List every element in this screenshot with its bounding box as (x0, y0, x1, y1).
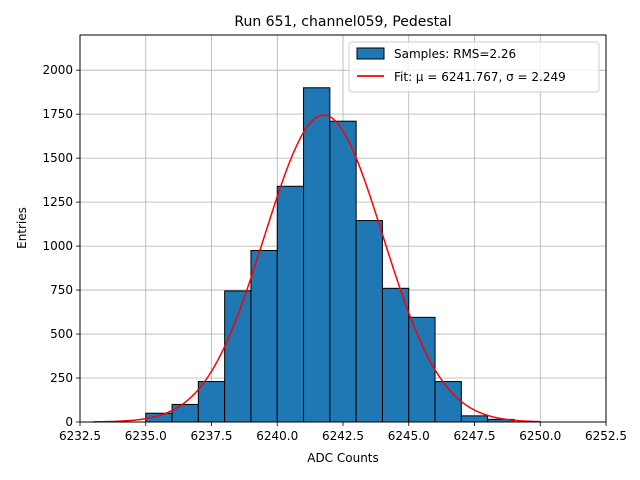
legend-box (348, 41, 600, 93)
x-tick-label: 6250.0 (519, 429, 561, 443)
y-tick-label: 1500 (42, 151, 73, 165)
legend-swatch-histogram (356, 47, 385, 60)
x-tick-label: 6242.5 (322, 429, 364, 443)
y-tick-label: 1750 (42, 107, 73, 121)
y-tick-label: 250 (50, 371, 73, 385)
histogram-bar (197, 381, 226, 423)
y-tick-label: 500 (50, 327, 73, 341)
x-axis-ticks: 6232.5 6235.0 6237.5 6240.0 6242.5 6245.0 6247… (59, 422, 627, 443)
y-tick-label: 1000 (42, 239, 73, 253)
x-tick-label: 6237.5 (191, 429, 233, 443)
histogram-bar (276, 185, 305, 423)
histogram-bar (460, 415, 489, 423)
x-tick-label: 6235.0 (125, 429, 167, 443)
x-tick-label: 6252.5 (585, 429, 627, 443)
fit-curve (93, 114, 541, 423)
legend-label-fit: Fit: μ = 6241.767, σ = 2.249 (394, 70, 566, 84)
y-axis-label: Entries (15, 207, 29, 249)
legend: Samples: RMS=2.26 Fit: μ = 6241.767, σ =… (348, 41, 600, 93)
histogram-bar (355, 220, 383, 423)
x-axis-label: ADC Counts (307, 451, 379, 465)
y-tick-label: 750 (50, 283, 73, 297)
y-tick-label: 1250 (42, 195, 73, 209)
y-axis-ticks: 0 250 500 750 1000 1250 1500 1750 2000 (42, 63, 80, 429)
x-tick-label: 6240.0 (256, 429, 298, 443)
x-tick-label: 6247.5 (454, 429, 496, 443)
histogram-bar (224, 290, 252, 423)
y-tick-label: 2000 (42, 63, 73, 77)
histogram-bars (145, 87, 515, 423)
legend-label-histogram: Samples: RMS=2.26 (394, 47, 516, 61)
histogram-bar (303, 87, 331, 423)
histogram-bar (171, 403, 199, 423)
histogram-bar (329, 120, 357, 423)
histogram-bar (250, 249, 278, 423)
x-tick-label: 6232.5 (59, 429, 101, 443)
y-tick-label: 0 (65, 415, 73, 429)
histogram-bar (408, 316, 436, 423)
chart-title: Run 651, channel059, Pedestal (234, 14, 451, 30)
histogram-bar (381, 287, 410, 423)
x-tick-label: 6245.0 (388, 429, 430, 443)
